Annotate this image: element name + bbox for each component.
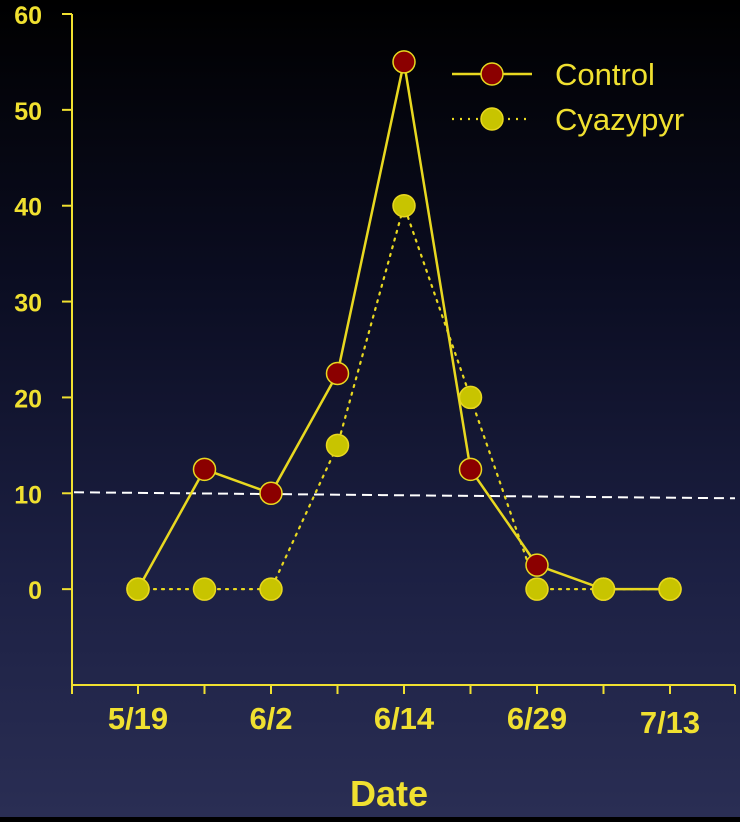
x-tick-label: 6/2 <box>249 701 292 736</box>
y-tick-label: 60 <box>14 2 42 30</box>
point-cyazypyr <box>192 577 217 601</box>
point-control <box>192 457 217 482</box>
point-cyazypyr <box>325 433 350 458</box>
point-cyazypyr <box>392 193 416 218</box>
point-control <box>458 457 483 482</box>
y-tick-label: 0 <box>28 577 42 605</box>
point-control <box>259 481 283 506</box>
point-cyazypyr <box>525 577 549 601</box>
point-control <box>392 50 416 74</box>
y-tick-label: 10 <box>14 481 42 509</box>
series-line-control <box>136 61 672 591</box>
legend-label-control: Control <box>555 57 655 92</box>
point-cyazypyr <box>458 385 483 410</box>
point-cyazypyr <box>591 577 616 601</box>
x-axis-title: Date <box>350 773 428 814</box>
x-tick-label: 5/19 <box>108 701 168 736</box>
x-tick-label: 6/14 <box>374 701 435 736</box>
threshold-line <box>73 491 736 500</box>
x-tick-label: 6/29 <box>507 701 567 736</box>
y-tick-label: 20 <box>14 385 42 413</box>
point-control <box>525 553 549 577</box>
point-cyazypyr <box>126 577 150 601</box>
point-cyazypyr <box>259 577 283 601</box>
legend-marker-cyazypyr <box>480 107 504 131</box>
legend-label-cyazypyr: Cyazypyr <box>555 102 684 137</box>
series-line-cyazypyr <box>136 202 672 591</box>
point-cyazypyr <box>658 577 682 601</box>
x-tick-label: 7/13 <box>640 705 700 740</box>
y-tick-label: 30 <box>14 290 42 318</box>
y-tick-label: 50 <box>14 98 42 126</box>
point-control <box>325 361 350 386</box>
y-tick-label: 40 <box>14 194 42 222</box>
legend-marker-control <box>480 62 504 86</box>
